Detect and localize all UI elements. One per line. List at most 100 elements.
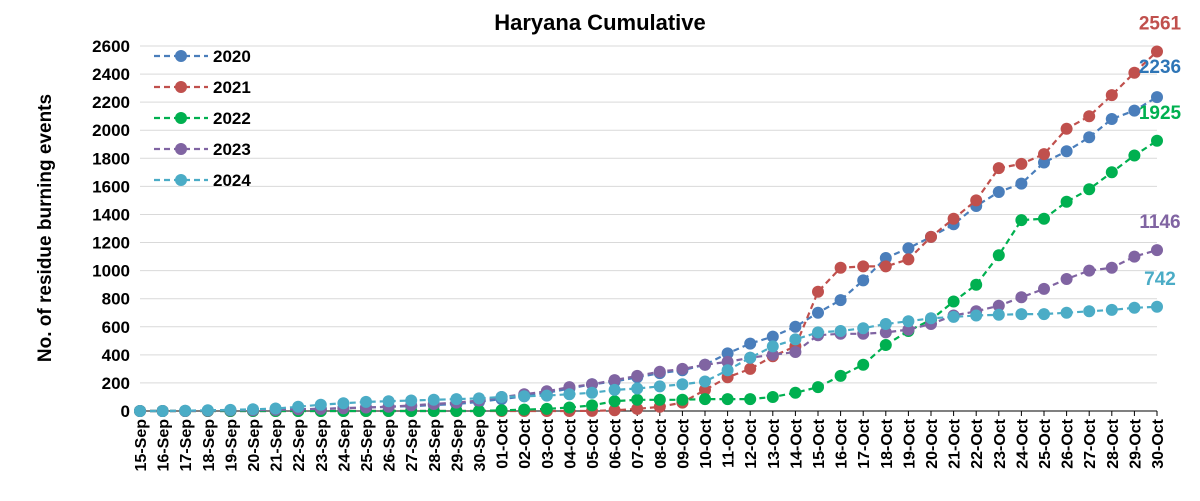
legend-entry: 2022: [154, 109, 251, 128]
x-tick-label: 20-Sep: [246, 419, 263, 472]
x-tick-label: 18-Sep: [201, 419, 218, 472]
legend-swatch-marker: [175, 174, 187, 186]
legend-swatch-marker: [175, 81, 187, 93]
series-2024: [134, 300, 1163, 417]
data-point: [631, 369, 644, 382]
data-point: [1128, 301, 1141, 314]
data-point: [744, 362, 757, 375]
series: [134, 45, 1163, 417]
data-point: [1060, 122, 1073, 135]
data-point: [992, 299, 1005, 312]
data-point: [1060, 145, 1073, 158]
data-point: [925, 230, 937, 243]
series-line: [140, 139, 1158, 413]
data-point: [495, 404, 508, 417]
x-tick-label: 02-Oct: [517, 418, 534, 468]
legend-label: 2024: [213, 171, 251, 190]
series-line: [140, 249, 1158, 413]
data-point: [1151, 300, 1163, 313]
data-point: [1038, 282, 1050, 295]
x-tick-label: 28-Oct: [1105, 418, 1122, 468]
data-point: [1128, 104, 1141, 117]
data-point: [992, 249, 1005, 262]
data-point: [608, 404, 621, 417]
data-point: [631, 393, 644, 406]
data-point: [653, 380, 666, 393]
x-tick-label: 30-Oct: [1150, 418, 1167, 468]
data-point: [992, 162, 1005, 175]
data-point: [902, 323, 915, 336]
x-tick-label: 13-Oct: [766, 418, 783, 468]
x-tick-label: 16-Oct: [834, 418, 851, 468]
data-point: [1128, 250, 1141, 263]
x-tick-label: 12-Oct: [743, 418, 760, 468]
x-tick-label: 21-Oct: [947, 418, 964, 468]
x-tick-label: 03-Oct: [540, 418, 557, 468]
data-point: [1083, 183, 1096, 196]
data-point: [970, 278, 983, 291]
data-point: [1105, 113, 1118, 125]
x-tick-label: 06-Oct: [608, 418, 625, 468]
data-point: [699, 393, 711, 406]
data-point: [631, 402, 644, 415]
y-tick-label: 1400: [92, 205, 130, 224]
y-tick-label: 800: [102, 290, 130, 309]
data-point: [1128, 149, 1141, 162]
data-point: [427, 393, 440, 406]
x-tick-label: 30-Sep: [472, 419, 489, 472]
data-point: [608, 374, 621, 387]
data-point: [360, 395, 372, 408]
data-point: [1105, 166, 1118, 179]
data-point: [699, 358, 711, 371]
data-point: [653, 365, 666, 378]
data-point: [879, 339, 892, 351]
y-tick-label: 2200: [92, 93, 130, 112]
x-tick-label: 24-Oct: [1014, 418, 1031, 468]
data-point: [608, 383, 621, 396]
data-point: [1015, 308, 1028, 321]
y-axis-label: No. of residue burning events: [35, 94, 56, 362]
data-point: [992, 308, 1005, 321]
legend-label: 2021: [213, 78, 251, 97]
data-point: [947, 295, 960, 308]
data-point: [1151, 45, 1163, 58]
y-tick-label: 1600: [92, 177, 130, 196]
x-tick-label: 22-Sep: [291, 419, 308, 472]
data-point: [314, 398, 327, 411]
data-point: [495, 391, 508, 403]
x-tick-label: 25-Sep: [359, 419, 376, 472]
y-tick-label: 2600: [92, 37, 130, 56]
end-value-label: 742: [1144, 269, 1176, 290]
data-point: [834, 294, 847, 307]
x-tick-label: 07-Oct: [630, 418, 647, 468]
x-tick-label: 25-Oct: [1037, 418, 1054, 468]
y-tick-label: 0: [121, 402, 130, 421]
x-tick-label: 26-Oct: [1060, 418, 1077, 468]
data-point: [902, 253, 915, 266]
series-line: [140, 96, 1158, 413]
data-point: [473, 405, 485, 417]
data-point: [812, 285, 824, 298]
legend-label: 2020: [213, 47, 251, 66]
x-tick-label: 24-Sep: [336, 419, 353, 472]
data-point: [586, 378, 598, 391]
data-point: [812, 306, 824, 319]
x-tick-label: 15-Oct: [811, 418, 828, 468]
data-point: [834, 369, 847, 382]
legend-swatch-marker: [175, 143, 187, 155]
legend-entry: 2023: [154, 140, 251, 159]
data-point: [586, 386, 598, 399]
data-point: [1083, 110, 1096, 123]
end-value-label: 2236: [1139, 57, 1181, 78]
data-point: [699, 383, 711, 396]
data-point: [450, 393, 463, 406]
end-labels: 2236 2561 1925 1146 742: [1139, 13, 1182, 289]
x-tick-label: 20-Oct: [924, 418, 941, 468]
data-point: [247, 403, 259, 416]
data-point: [925, 312, 937, 325]
y-tick-label: 2000: [92, 121, 130, 140]
data-point: [676, 362, 689, 375]
data-point: [1015, 157, 1028, 170]
x-tick-label: 27-Sep: [404, 419, 421, 472]
data-point: [766, 391, 779, 403]
